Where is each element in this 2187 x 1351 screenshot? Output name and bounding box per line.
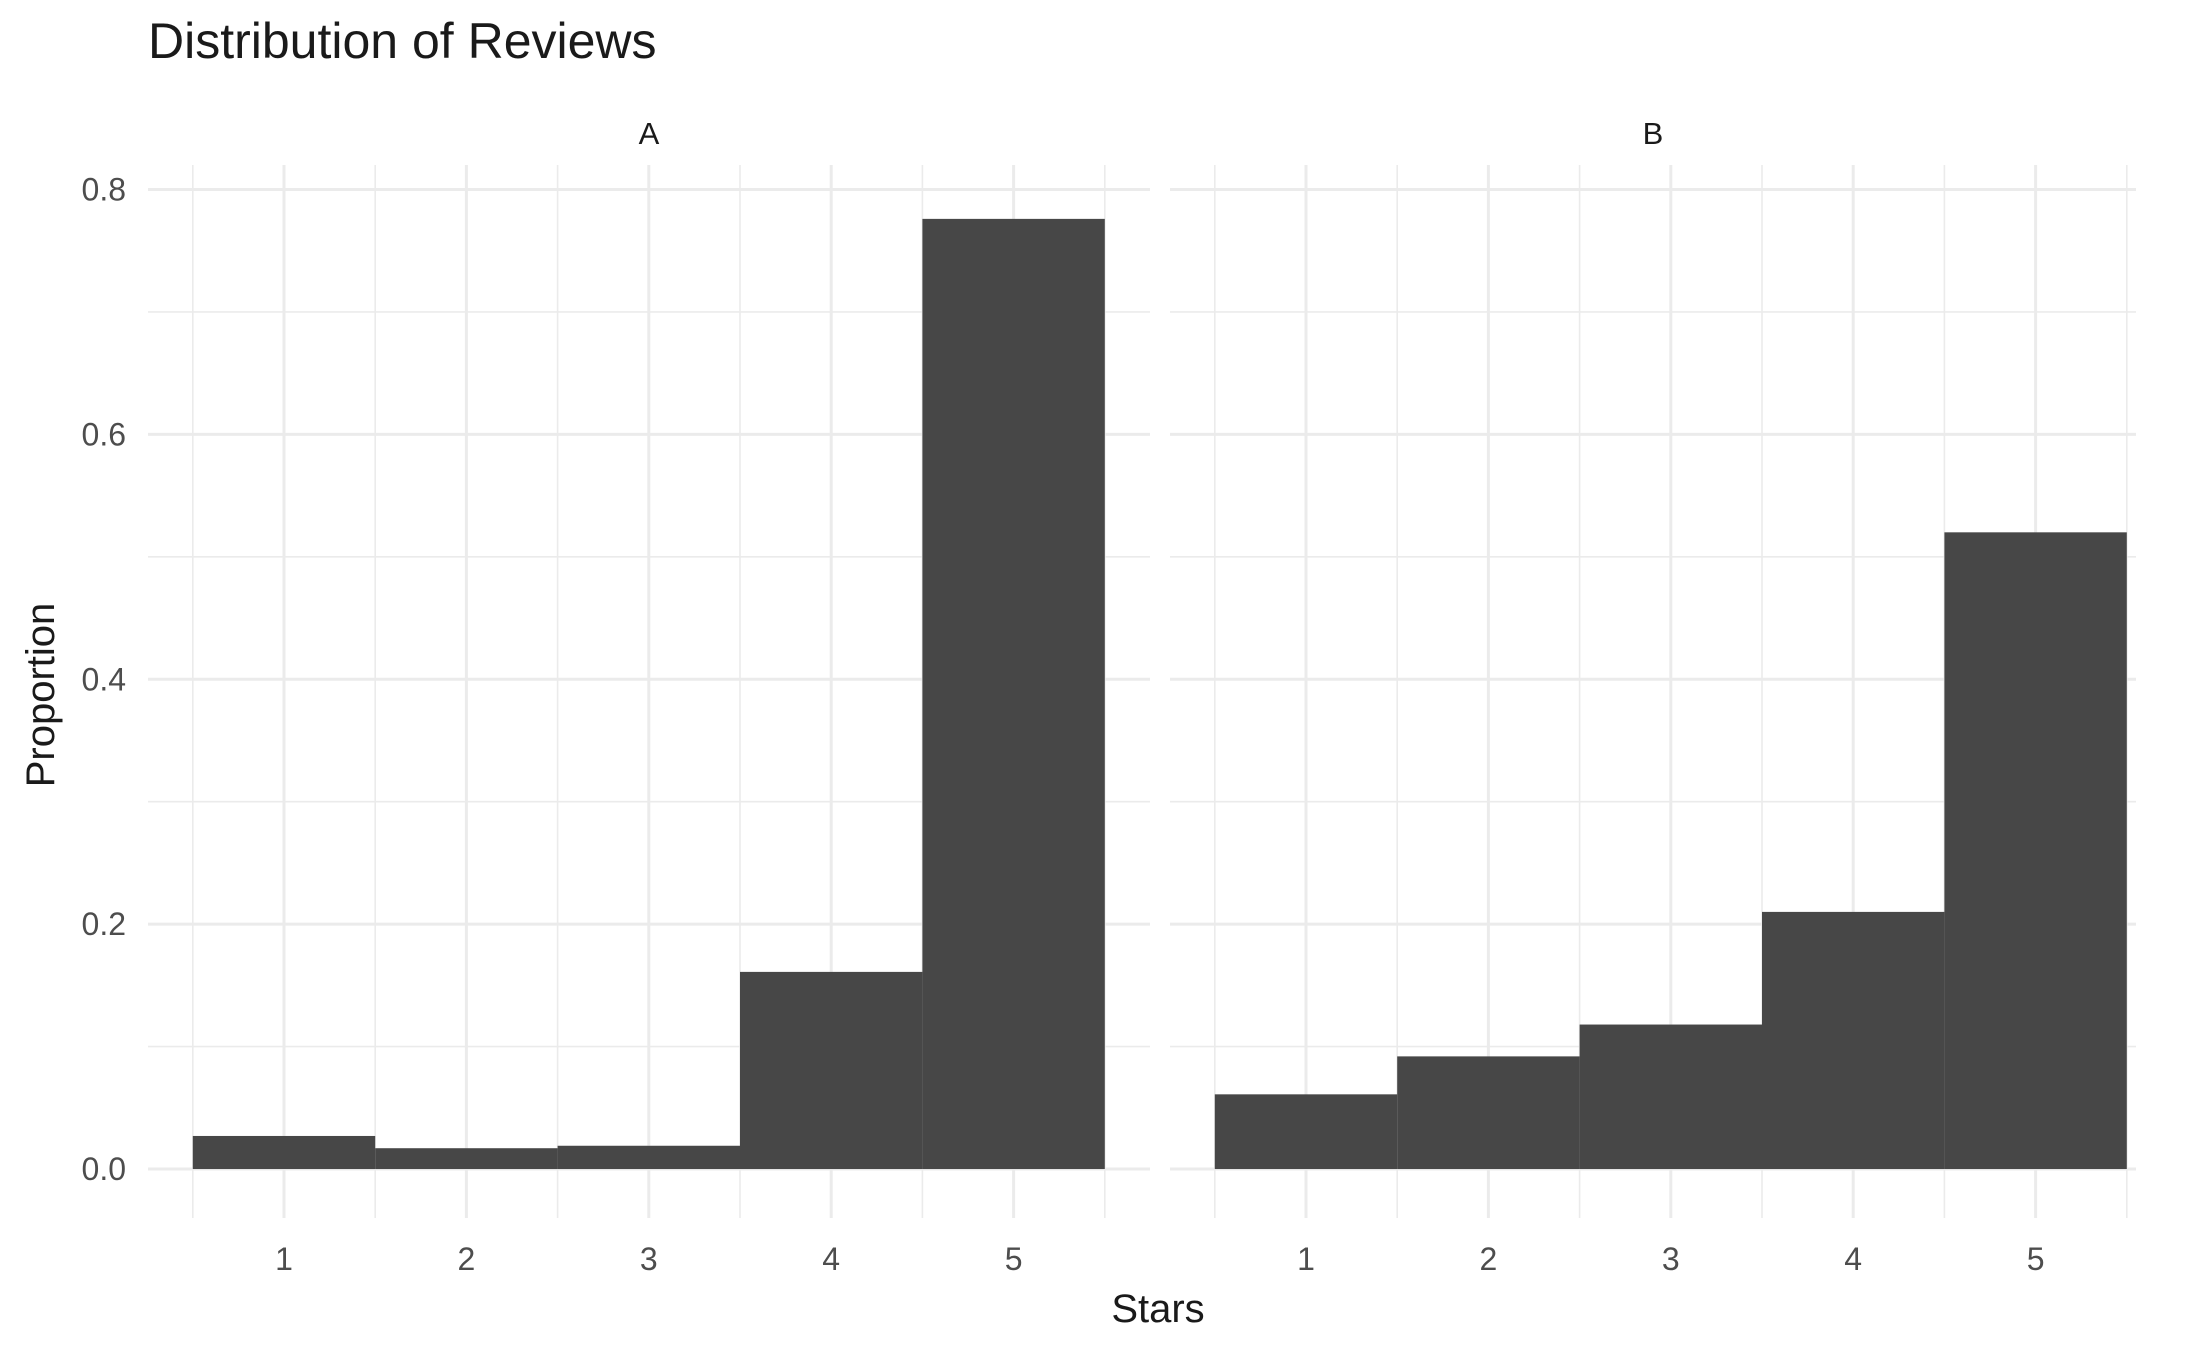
x-tick-label: 5 bbox=[2027, 1241, 2045, 1277]
bar-A-1 bbox=[192, 1135, 376, 1170]
facet-panels: 1 2 3 4 5 A 1 2 3 4 5 B bbox=[148, 116, 2136, 1277]
y-tick-label: 0.0 bbox=[82, 1151, 126, 1187]
y-axis-label: Proportion bbox=[19, 603, 63, 788]
y-tick-label: 0.8 bbox=[82, 171, 126, 207]
facet-panel-A: 1 2 3 4 5 A bbox=[148, 116, 1150, 1277]
bar-B-5 bbox=[1944, 532, 2127, 1170]
bar-A-4 bbox=[740, 971, 923, 1170]
facet-panel-B: 1 2 3 4 5 B bbox=[1170, 116, 2136, 1277]
y-tick-label: 0.4 bbox=[82, 661, 126, 697]
bar-B-2 bbox=[1397, 1056, 1580, 1170]
bar-B-3 bbox=[1579, 1024, 1762, 1170]
x-tick-label: 3 bbox=[1662, 1241, 1680, 1277]
y-tick-labels: 0.0 0.2 0.4 0.6 0.8 bbox=[82, 171, 126, 1187]
x-tick-label: 1 bbox=[1297, 1241, 1315, 1277]
x-tick-label: 4 bbox=[1844, 1241, 1862, 1277]
facet-strip-label: A bbox=[639, 116, 660, 151]
bar-B-1 bbox=[1214, 1094, 1398, 1170]
x-tick-label: 2 bbox=[458, 1241, 476, 1277]
x-tick-label: 4 bbox=[822, 1241, 840, 1277]
x-tick-label: 2 bbox=[1480, 1241, 1498, 1277]
y-tick-label: 0.2 bbox=[82, 906, 126, 942]
bar-A-2 bbox=[375, 1148, 558, 1170]
chart-title: Distribution of Reviews bbox=[148, 13, 657, 69]
bar-A-3 bbox=[557, 1145, 740, 1170]
bar-A-5 bbox=[922, 218, 1105, 1170]
bar-B-4 bbox=[1762, 911, 1945, 1170]
y-tick-label: 0.6 bbox=[82, 416, 126, 452]
x-tick-label: 5 bbox=[1005, 1241, 1023, 1277]
x-axis-label: Stars bbox=[1111, 1287, 1204, 1331]
facet-strip-label: B bbox=[1643, 116, 1664, 151]
x-tick-label: 1 bbox=[275, 1241, 293, 1277]
x-tick-label: 3 bbox=[640, 1241, 658, 1277]
